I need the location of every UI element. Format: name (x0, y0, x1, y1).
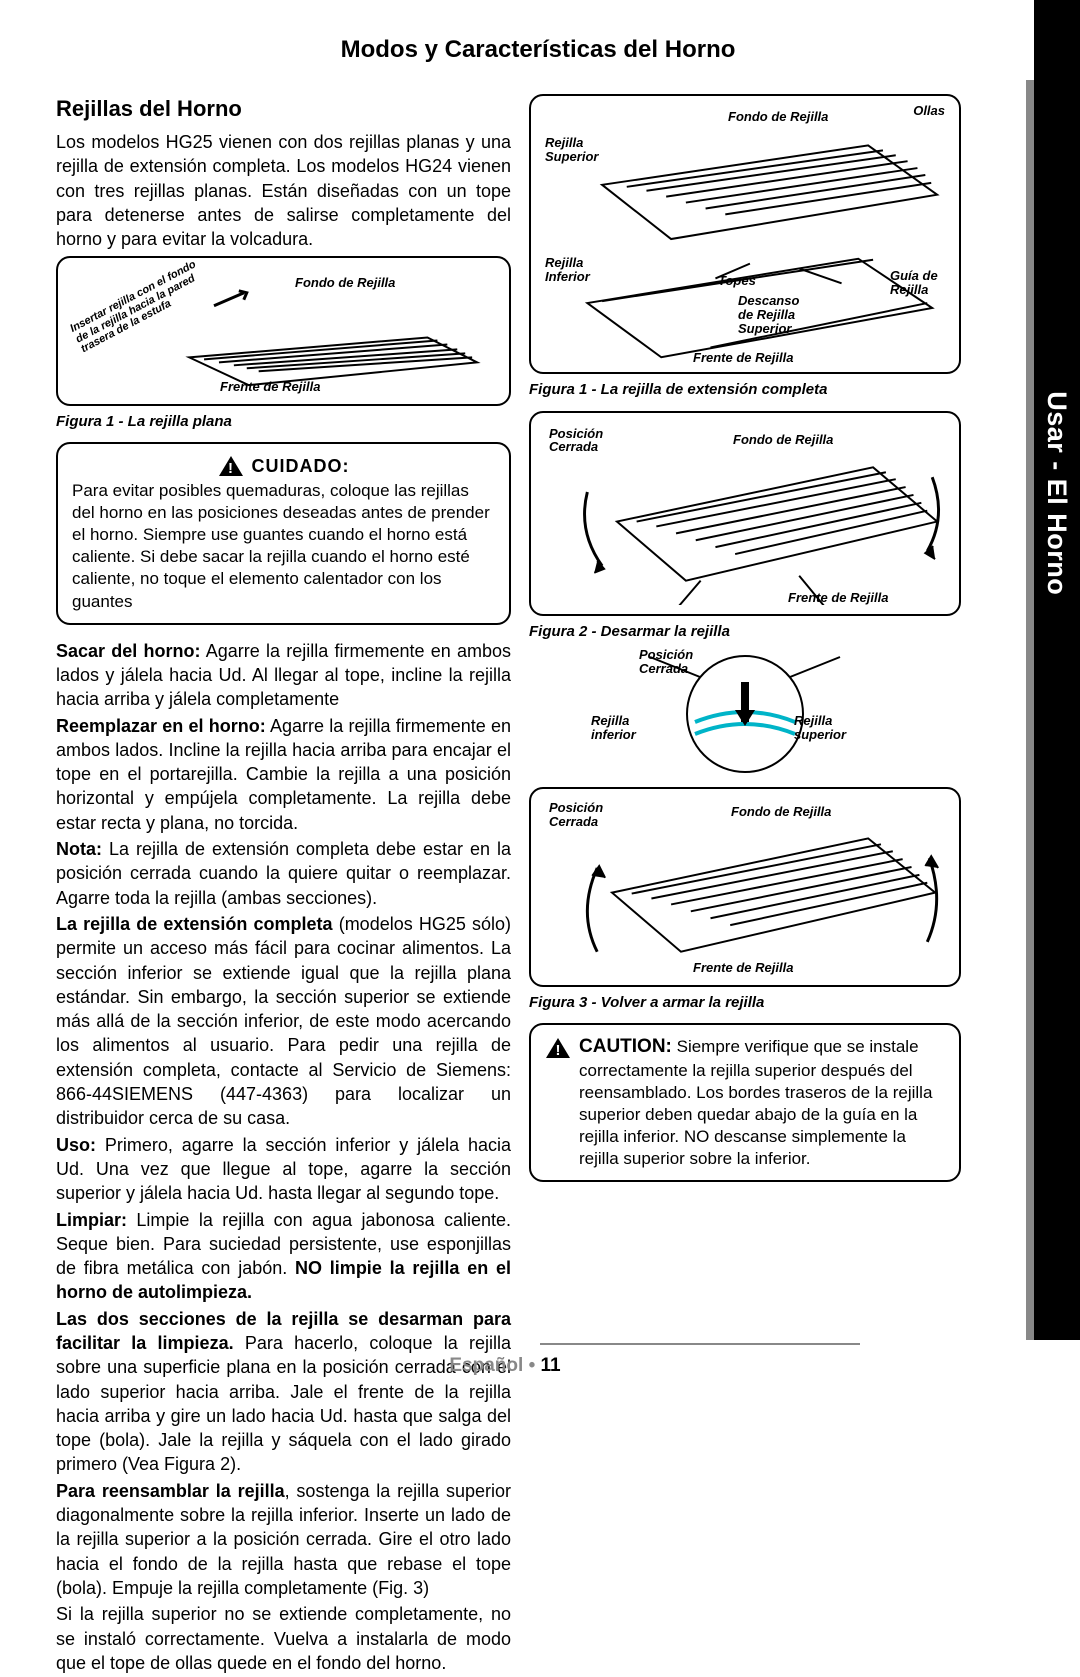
p-sacar: Sacar del horno: Agarre la rejilla firme… (56, 639, 511, 712)
intro-text: Los modelos HG25 vienen con dos rejillas… (56, 130, 511, 251)
f1r-rejsup: Rejilla Superior (545, 136, 605, 163)
f1r-topes: Topes (718, 274, 756, 288)
figure-2: Posición Cerrada Fondo de Rejilla Frente… (529, 411, 961, 616)
detail-rejinf: Rejilla inferior (591, 714, 646, 741)
figure-1-right: Ollas Fondo de Rejilla Rejilla Superior … (529, 94, 961, 374)
figure-1-left: Fondo de Rejilla Frente de Rejilla Inser… (56, 256, 511, 406)
figure-3: Posición Cerrada Fondo de Rejilla Frente… (529, 787, 961, 987)
f2-fondo: Fondo de Rejilla (733, 433, 833, 447)
p-final: Si la rejilla superior no se extiende co… (56, 1602, 511, 1675)
footer-page-number: 11 (541, 1355, 561, 1376)
f2-pos: Posición Cerrada (549, 427, 609, 454)
f2-frente: Frente de Rejilla (788, 591, 888, 605)
fig2-caption: Figura 2 - Desarmar la rejilla (529, 622, 961, 642)
page-title: Modos y Características del Horno (56, 34, 1020, 66)
p-reemplazar: Reemplazar en el horno: Agarre la rejill… (56, 714, 511, 835)
f1r-frente: Frente de Rejilla (693, 351, 793, 365)
cuidado-body: Para evitar posibles quemaduras, coloque… (72, 480, 495, 613)
p-desarmar: Las dos secciones de la rejilla se desar… (56, 1307, 511, 1477)
fig1-frente-label: Frente de Rejilla (220, 380, 320, 394)
fig1-right-caption: Figura 1 - La rejilla de extensión compl… (529, 380, 961, 400)
svg-text:!: ! (228, 460, 234, 477)
warning-icon: ! (545, 1037, 571, 1059)
cuidado-box: ! CUIDADO: Para evitar posibles quemadur… (56, 442, 511, 625)
f3-pos: Posición Cerrada (549, 801, 609, 828)
p-reensamblar: Para reensamblar la rejilla, sostenga la… (56, 1479, 511, 1600)
p-limpiar: Limpiar: Limpie la rejilla con agua jabo… (56, 1208, 511, 1305)
caution-box: ! CAUTION: Siempre verifique que se inst… (529, 1023, 961, 1182)
f3-fondo: Fondo de Rejilla (731, 805, 831, 819)
p-nota: Nota: La rejilla de extensión completa d… (56, 837, 511, 910)
left-column: Rejillas del Horno Los modelos HG25 vien… (56, 94, 511, 1677)
footer-language: Español (449, 1355, 523, 1376)
footer: Español • 11 (0, 1353, 1010, 1379)
svg-text:!: ! (556, 1042, 561, 1059)
footer-rule (540, 1343, 860, 1345)
p-extension: La rejilla de extensión completa (modelo… (56, 912, 511, 1131)
fig1-fondo-label: Fondo de Rejilla (295, 276, 395, 290)
p-uso: Uso: Primero, agarre la sección inferior… (56, 1133, 511, 1206)
f1r-guia: Guía de Rejilla (890, 269, 945, 296)
warning-icon: ! (218, 455, 244, 477)
cuidado-heading: ! CUIDADO: (72, 454, 495, 478)
cuidado-head-text: CUIDADO: (252, 454, 350, 478)
right-column: Ollas Fondo de Rejilla Rejilla Superior … (529, 94, 961, 1677)
f1r-fondo1: Fondo de Rejilla (728, 110, 828, 124)
section-heading: Rejillas del Horno (56, 94, 511, 124)
fig3-caption: Figura 3 - Volver a armar la rejilla (529, 993, 961, 1013)
f3-frente: Frente de Rejilla (693, 961, 793, 975)
detail-circle-region: Posición Cerrada Rejilla inferior Rejill… (529, 652, 961, 787)
f1r-rejinf: Rejilla Inferior (545, 256, 605, 283)
fig1-left-caption: Figura 1 - La rejilla plana (56, 412, 511, 432)
f1r-ollas: Ollas (913, 104, 945, 118)
detail-rejsup: Rejilla superior (794, 714, 854, 741)
detail-pos: Posición Cerrada (639, 648, 699, 675)
caution-text: CAUTION: Siempre verifique que se instal… (579, 1035, 945, 1170)
rack-flat-diagram (70, 268, 497, 395)
f1r-descanso: Descanso de Rejilla Superior (738, 294, 818, 335)
